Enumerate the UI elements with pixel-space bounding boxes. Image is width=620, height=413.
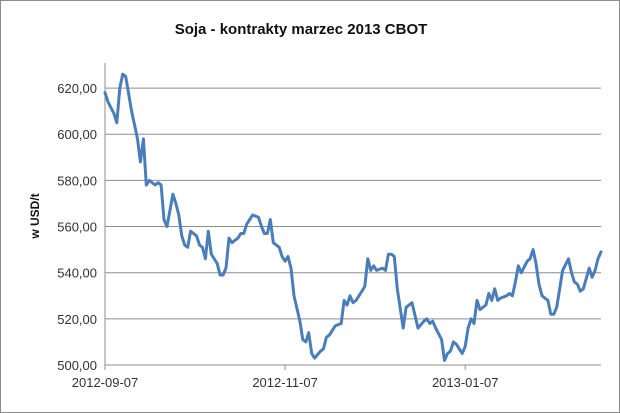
y-tick-label: 620,00 [57, 81, 97, 96]
y-tick-label: 540,00 [57, 266, 97, 281]
y-tick-label: 500,00 [57, 358, 97, 373]
chart-title: Soja - kontrakty marzec 2013 CBOT [175, 21, 428, 38]
series-line [103, 72, 603, 362]
x-tick-label: 2013-01-07 [432, 375, 499, 390]
y-axis-label: w USD/t [28, 193, 42, 239]
y-tick-label: 560,00 [57, 220, 97, 235]
y-tick-label: 520,00 [57, 312, 97, 327]
x-tick-label: 2012-09-07 [72, 375, 139, 390]
y-tick-label: 580,00 [57, 173, 97, 188]
x-tick-label: 2012-11-07 [252, 375, 318, 390]
y-tick-label: 600,00 [57, 127, 97, 142]
